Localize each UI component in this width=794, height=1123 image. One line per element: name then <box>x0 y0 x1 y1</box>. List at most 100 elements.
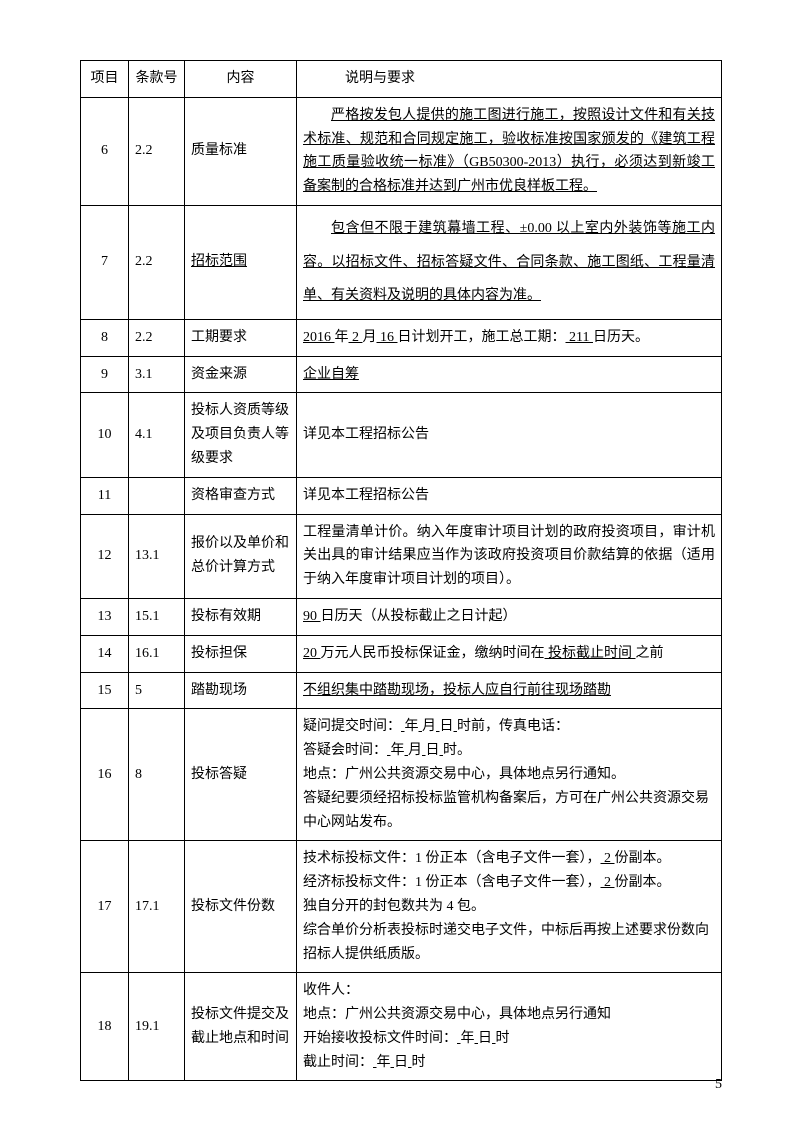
cell-desc: 包含但不限于建筑幕墙工程、±0.00 以上室内外装饰等施工内容。以招标文件、招标… <box>297 205 722 319</box>
part: 万元人民币投标保证金，缴纳时间在 <box>321 646 545 661</box>
cell-title: 质量标准 <box>185 97 297 205</box>
table-row: 14 16.1 投标担保 20 万元人民币投标保证金，缴纳时间在 投标截止时间 … <box>81 635 722 672</box>
part: 技术标投标文件：1 份正本（含电子文件一套）， <box>303 851 601 866</box>
cell-num: 16 <box>81 709 129 841</box>
part: 月 <box>363 330 377 345</box>
part: 时前，传真电话： <box>457 719 569 734</box>
header-content: 内容 <box>185 61 297 98</box>
part: 之前 <box>636 646 664 661</box>
cell-title: 投标有效期 <box>185 598 297 635</box>
part: 时 <box>412 1055 426 1070</box>
part: 2 <box>601 875 615 890</box>
part: 截止时间： <box>303 1055 373 1070</box>
cell-title: 投标答疑 <box>185 709 297 841</box>
part: 日 <box>394 1055 408 1070</box>
part: 投标截止时间 <box>545 646 636 661</box>
part: 时 <box>496 1031 510 1046</box>
cell-title: 投标担保 <box>185 635 297 672</box>
line1: 疑问提交时间： 年 月 日 时前，传真电话： <box>303 715 715 739</box>
cell-desc: 详见本工程招标公告 <box>297 393 722 477</box>
cell-num: 9 <box>81 356 129 393</box>
cell-clause: 4.1 <box>129 393 185 477</box>
cell-desc: 90 日历天（从投标截止之日计起） <box>297 598 722 635</box>
part: 16 <box>377 330 398 345</box>
line3: 独自分开的封包数共为 4 包。 <box>303 895 715 919</box>
part: 2 <box>349 330 363 345</box>
line3: 开始接收投标文件时间： 年 日 时 <box>303 1027 715 1051</box>
cell-clause: 15.1 <box>129 598 185 635</box>
table-row: 18 19.1 投标文件提交及截止地点和时间 收件人： 地点：广州公共资源交易中… <box>81 973 722 1081</box>
cell-num: 8 <box>81 319 129 356</box>
part: 时。 <box>443 743 471 758</box>
cell-num: 18 <box>81 973 129 1081</box>
page-number: 5 <box>715 1077 722 1093</box>
cell-title: 资金来源 <box>185 356 297 393</box>
cell-num: 12 <box>81 514 129 598</box>
part: 份副本。 <box>615 875 671 890</box>
cell-clause: 3.1 <box>129 356 185 393</box>
line2: 地点：广州公共资源交易中心，具体地点另行通知 <box>303 1003 715 1027</box>
part: 年 <box>461 1031 475 1046</box>
cell-title: 报价以及单价和总价计算方式 <box>185 514 297 598</box>
line2: 答疑会时间： 年 月 日 时。 <box>303 739 715 763</box>
part: 年 <box>391 743 405 758</box>
table-row: 12 13.1 报价以及单价和总价计算方式 工程量清单计价。纳入年度审计项目计划… <box>81 514 722 598</box>
cell-desc: 企业自筹 <box>297 356 722 393</box>
cell-clause: 5 <box>129 672 185 709</box>
cell-num: 13 <box>81 598 129 635</box>
part: 年 <box>335 330 349 345</box>
part: 2016 <box>303 330 335 345</box>
part: 90 <box>303 609 321 624</box>
cell-clause: 2.2 <box>129 319 185 356</box>
table-row: 8 2.2 工期要求 2016 年 2 月 16 日计划开工，施工总工期： 21… <box>81 319 722 356</box>
part: 份副本。 <box>615 851 671 866</box>
table-row: 6 2.2 质量标准 严格按发包人提供的施工图进行施工，按照设计文件和有关技术标… <box>81 97 722 205</box>
cell-title: 资格审查方式 <box>185 477 297 514</box>
cell-num: 7 <box>81 205 129 319</box>
part: 月 <box>422 719 436 734</box>
desc-text: 包含但不限于建筑幕墙工程、±0.00 以上室内外装饰等施工内容。以招标文件、招标… <box>303 212 715 313</box>
part: 年 <box>377 1055 391 1070</box>
cell-title: 招标范围 <box>185 205 297 319</box>
header-clause: 条款号 <box>129 61 185 98</box>
cell-clause: 13.1 <box>129 514 185 598</box>
cell-num: 17 <box>81 841 129 973</box>
part: 答疑会时间： <box>303 743 387 758</box>
table-row: 16 8 投标答疑 疑问提交时间： 年 月 日 时前，传真电话： 答疑会时间： … <box>81 709 722 841</box>
part: 年 <box>405 719 419 734</box>
cell-clause: 2.2 <box>129 97 185 205</box>
cell-desc: 20 万元人民币投标保证金，缴纳时间在 投标截止时间 之前 <box>297 635 722 672</box>
part: 211 <box>566 330 593 345</box>
line4: 答疑纪要须经招标投标监管机构备案后，方可在广州公共资源交易中心网站发布。 <box>303 787 715 835</box>
part: 日历天。 <box>593 330 649 345</box>
part: 日计划开工，施工总工期： <box>398 330 566 345</box>
cell-desc: 技术标投标文件：1 份正本（含电子文件一套）， 2 份副本。 经济标投标文件：1… <box>297 841 722 973</box>
header-item: 项目 <box>81 61 129 98</box>
cell-desc: 工程量清单计价。纳入年度审计项目计划的政府投资项目，审计机关出具的审计结果应当作… <box>297 514 722 598</box>
cell-title: 投标文件份数 <box>185 841 297 973</box>
cell-desc: 详见本工程招标公告 <box>297 477 722 514</box>
line2: 经济标投标文件：1 份正本（含电子文件一套）， 2 份副本。 <box>303 871 715 895</box>
line3: 地点：广州公共资源交易中心，具体地点另行通知。 <box>303 763 715 787</box>
desc-text: 企业自筹 <box>303 367 359 382</box>
title-text: 招标范围 <box>191 254 247 269</box>
line1: 技术标投标文件：1 份正本（含电子文件一套）， 2 份副本。 <box>303 847 715 871</box>
part: 疑问提交时间： <box>303 719 401 734</box>
cell-clause: 19.1 <box>129 973 185 1081</box>
part: 日 <box>426 743 440 758</box>
part: 日 <box>478 1031 492 1046</box>
table-row: 7 2.2 招标范围 包含但不限于建筑幕墙工程、±0.00 以上室内外装饰等施工… <box>81 205 722 319</box>
cell-num: 15 <box>81 672 129 709</box>
table-row: 15 5 踏勘现场 不组织集中踏勘现场，投标人应自行前往现场踏勘 <box>81 672 722 709</box>
cell-desc: 严格按发包人提供的施工图进行施工，按照设计文件和有关技术标准、规范和合同规定施工… <box>297 97 722 205</box>
cell-desc: 疑问提交时间： 年 月 日 时前，传真电话： 答疑会时间： 年 月 日 时。 地… <box>297 709 722 841</box>
part: 日 <box>440 719 454 734</box>
line4: 截止时间： 年 日 时 <box>303 1051 715 1075</box>
main-table: 项目 条款号 内容 说明与要求 6 2.2 质量标准 严格按发包人提供的施工图进… <box>80 60 722 1081</box>
cell-title: 投标文件提交及截止地点和时间 <box>185 973 297 1081</box>
part: 20 <box>303 646 321 661</box>
table-row: 17 17.1 投标文件份数 技术标投标文件：1 份正本（含电子文件一套）， 2… <box>81 841 722 973</box>
page-container: 项目 条款号 内容 说明与要求 6 2.2 质量标准 严格按发包人提供的施工图进… <box>0 0 794 1123</box>
cell-title: 工期要求 <box>185 319 297 356</box>
part: 日历天（从投标截止之日计起） <box>321 609 517 624</box>
